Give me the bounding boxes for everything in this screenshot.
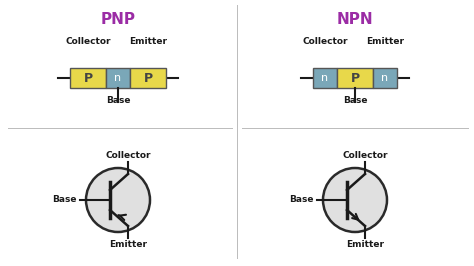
Bar [130, 68, 166, 88]
Text: Collector: Collector [342, 151, 388, 160]
Text: Emitter: Emitter [109, 240, 147, 249]
Circle shape [323, 168, 387, 232]
Circle shape [86, 168, 150, 232]
Bar [337, 68, 373, 88]
Text: Collector: Collector [65, 37, 111, 46]
Text: Base: Base [53, 196, 77, 205]
Text: Base: Base [106, 96, 130, 105]
Text: Emitter: Emitter [129, 37, 167, 46]
Text: P: P [144, 72, 153, 85]
Text: Emitter: Emitter [366, 37, 404, 46]
Text: Collector: Collector [105, 151, 151, 160]
Text: P: P [350, 72, 360, 85]
Bar [313, 68, 337, 88]
Text: n: n [321, 73, 328, 83]
Bar [373, 68, 397, 88]
Text: n: n [114, 73, 121, 83]
Text: Collector: Collector [302, 37, 348, 46]
Text: Emitter: Emitter [346, 240, 384, 249]
Bar [70, 68, 106, 88]
Text: Base: Base [290, 196, 314, 205]
Text: n: n [382, 73, 389, 83]
Bar [106, 68, 130, 88]
Text: P: P [83, 72, 92, 85]
Text: PNP: PNP [100, 12, 136, 27]
Text: NPN: NPN [337, 12, 374, 27]
Text: Base: Base [343, 96, 367, 105]
